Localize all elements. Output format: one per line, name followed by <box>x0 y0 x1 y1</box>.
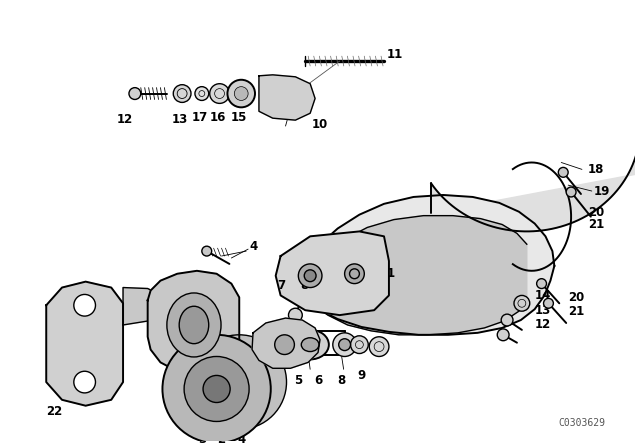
Text: C0303629: C0303629 <box>559 418 605 428</box>
Circle shape <box>202 246 212 256</box>
Ellipse shape <box>301 338 319 352</box>
Text: 13: 13 <box>172 113 188 126</box>
Circle shape <box>163 335 271 443</box>
Circle shape <box>514 295 530 311</box>
Circle shape <box>289 308 302 322</box>
Polygon shape <box>431 144 639 231</box>
Circle shape <box>74 294 95 316</box>
Polygon shape <box>252 318 320 368</box>
Text: 7: 7 <box>277 279 285 292</box>
Circle shape <box>543 298 554 308</box>
Circle shape <box>566 187 576 197</box>
Polygon shape <box>300 215 527 335</box>
Circle shape <box>173 85 191 103</box>
Polygon shape <box>276 232 389 315</box>
Circle shape <box>210 84 229 103</box>
Polygon shape <box>291 195 554 335</box>
Text: 20: 20 <box>568 291 584 304</box>
Text: 1: 1 <box>387 267 395 280</box>
Circle shape <box>501 314 513 326</box>
Text: 6: 6 <box>314 374 322 387</box>
Text: 17: 17 <box>192 111 208 124</box>
Text: 2: 2 <box>218 433 225 446</box>
Text: 10: 10 <box>312 117 328 130</box>
Text: 8: 8 <box>300 279 308 292</box>
Circle shape <box>234 86 248 100</box>
Circle shape <box>339 339 351 351</box>
Ellipse shape <box>291 330 329 359</box>
Polygon shape <box>46 282 123 406</box>
Text: 3: 3 <box>198 433 206 446</box>
Circle shape <box>351 336 368 353</box>
Circle shape <box>275 335 294 354</box>
Text: 21: 21 <box>568 305 584 318</box>
Text: 19: 19 <box>594 185 610 198</box>
Circle shape <box>74 371 95 393</box>
Circle shape <box>369 337 389 357</box>
Circle shape <box>298 264 322 288</box>
Circle shape <box>227 80 255 108</box>
Text: 4: 4 <box>249 240 257 253</box>
Circle shape <box>195 86 209 100</box>
Text: 20: 20 <box>588 206 604 219</box>
Circle shape <box>344 264 364 284</box>
Polygon shape <box>148 271 239 374</box>
Text: 22: 22 <box>45 405 62 418</box>
Text: 14: 14 <box>534 289 551 302</box>
Text: 11: 11 <box>387 47 403 60</box>
Text: 9: 9 <box>357 369 365 382</box>
Circle shape <box>203 375 230 402</box>
Text: 12: 12 <box>117 113 133 126</box>
Text: 16: 16 <box>209 111 226 124</box>
Text: 8: 8 <box>337 374 346 387</box>
Circle shape <box>304 270 316 282</box>
Text: 15: 15 <box>231 111 248 124</box>
Circle shape <box>333 333 356 357</box>
Ellipse shape <box>179 306 209 344</box>
Text: 4: 4 <box>237 433 245 446</box>
Text: 21: 21 <box>588 218 604 231</box>
Circle shape <box>497 329 509 341</box>
Text: 5: 5 <box>294 374 303 387</box>
Polygon shape <box>259 75 315 120</box>
Text: 23: 23 <box>241 378 257 391</box>
Circle shape <box>558 168 568 177</box>
Ellipse shape <box>167 293 221 357</box>
Circle shape <box>184 357 249 422</box>
Text: 18: 18 <box>588 163 604 176</box>
Text: 12: 12 <box>534 319 551 332</box>
Text: 13: 13 <box>534 304 551 317</box>
Circle shape <box>537 279 547 289</box>
Circle shape <box>192 335 287 429</box>
Circle shape <box>129 88 141 99</box>
Polygon shape <box>123 288 163 325</box>
